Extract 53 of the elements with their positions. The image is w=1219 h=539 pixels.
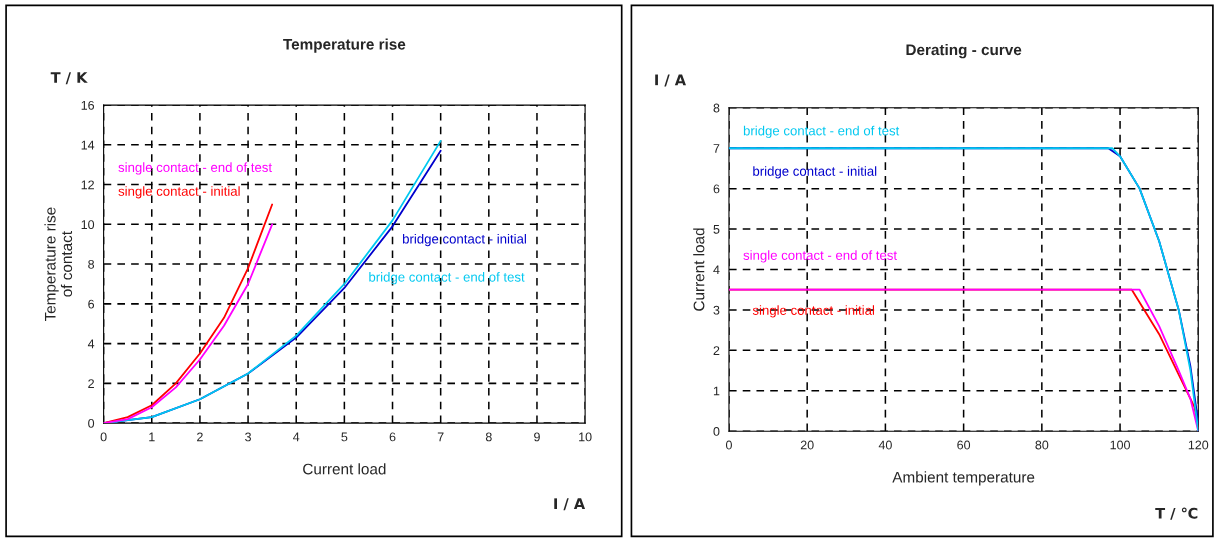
series-label: single contact - initial: [752, 305, 875, 318]
y-tick-label: 2: [713, 346, 720, 355]
x-tick-label: 40: [878, 440, 892, 450]
text: single contact - initial: [118, 186, 240, 199]
x-tick-label: 1: [149, 432, 155, 442]
y-tick-label: 0: [88, 418, 95, 428]
x-tick-label: 0: [725, 440, 732, 450]
y-tick-label: 10: [81, 220, 95, 230]
y-axis-title: Temperature rise of contact: [44, 207, 73, 322]
x-tick-label: 9: [534, 432, 540, 442]
text: T / K: [50, 72, 88, 85]
y-tick-label: 2: [88, 379, 94, 388]
text: single contact - end of test: [743, 250, 897, 263]
x-tick-label: 3: [245, 432, 251, 442]
y-axis-title: Current load: [693, 228, 705, 311]
y-tick-label: 8: [88, 259, 95, 269]
y-tick-label: 1: [713, 386, 720, 396]
x-tick-label: 120: [1188, 440, 1209, 450]
y-tick-label: 14: [81, 140, 95, 150]
text: T / ℃: [1155, 507, 1198, 520]
y-tick-label: 5: [713, 225, 720, 234]
x-tick-label: 80: [1035, 440, 1049, 450]
chart-title: Derating - curve: [906, 43, 1022, 59]
y-tick-label: 6: [88, 299, 95, 309]
y-tick-label: 12: [81, 180, 94, 190]
y-tick-label: 3: [713, 305, 720, 315]
x-tick-label: 6: [389, 432, 396, 442]
x-tick-label: 2: [197, 432, 203, 442]
series-label: bridge contact - initial: [753, 166, 877, 179]
x-tick-label: 4: [293, 432, 300, 442]
x-tick-label: 60: [957, 440, 971, 450]
series-label: bridge contact - end of test: [369, 272, 525, 285]
x-tick-label: 7: [437, 432, 444, 442]
text: single contact - end of test: [118, 162, 272, 175]
y-tick-label: 8: [713, 103, 720, 113]
y-tick-label: 16: [81, 100, 95, 110]
y-tick-label: 4: [713, 265, 720, 275]
x-axis-title: Current load: [303, 463, 386, 475]
chart-title: Temperature rise: [283, 38, 406, 53]
text: I / A: [554, 498, 586, 511]
series-label: bridge contact - end of test: [743, 125, 900, 139]
y-tick-label: 7: [713, 144, 720, 153]
text: I / A: [655, 74, 686, 87]
x-tick-label: 100: [1110, 440, 1130, 450]
x-tick-label: 20: [800, 440, 814, 450]
x-tick-label: 8: [485, 432, 492, 442]
x-tick-label: 5: [341, 432, 348, 442]
x-tick-label: 10: [579, 432, 592, 442]
x-tick-label: 0: [100, 432, 107, 442]
series-label: bridge contact - initial: [403, 233, 526, 247]
x-axis-title: Ambient temperature: [892, 471, 1035, 486]
y-tick-label: 6: [713, 184, 720, 194]
y-tick-label: 4: [87, 339, 95, 349]
